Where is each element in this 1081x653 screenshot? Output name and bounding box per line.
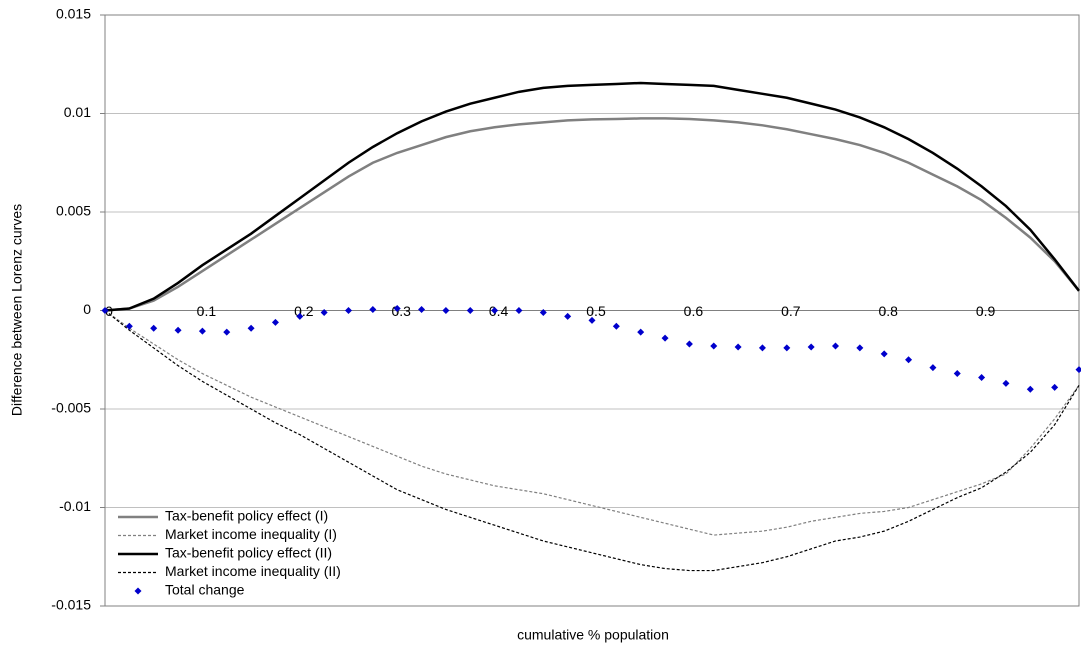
y-tick-label: -0.005 xyxy=(51,400,91,416)
y-tick-label: 0.01 xyxy=(64,104,91,120)
marker xyxy=(491,307,499,314)
marker xyxy=(832,342,839,350)
marker xyxy=(150,324,158,332)
legend-label: Tax-benefit policy effect (II) xyxy=(165,545,332,561)
marker xyxy=(320,308,328,316)
marker xyxy=(515,307,523,314)
marker xyxy=(953,370,961,378)
x-tick-label: 0.1 xyxy=(197,303,217,319)
marker xyxy=(685,340,693,348)
marker xyxy=(393,305,401,313)
marker xyxy=(1051,383,1059,391)
marker xyxy=(1002,379,1010,387)
x-tick-label: 0.5 xyxy=(586,303,606,319)
marker xyxy=(223,328,231,336)
marker xyxy=(856,344,864,352)
marker xyxy=(198,327,206,335)
marker xyxy=(296,312,304,320)
marker xyxy=(271,318,279,326)
marker xyxy=(978,373,986,381)
y-axis-title: Difference between Lorenz curves xyxy=(9,204,25,416)
marker xyxy=(905,356,913,364)
y-tick-label: 0.015 xyxy=(56,6,91,22)
marker xyxy=(929,364,937,372)
series-line xyxy=(104,117,1080,312)
series-line xyxy=(104,310,1080,572)
y-tick-label: -0.015 xyxy=(51,597,91,613)
marker xyxy=(588,316,596,324)
marker xyxy=(174,326,182,334)
legend-label: Market income inequality (II) xyxy=(165,563,341,579)
marker xyxy=(880,350,888,358)
y-tick-label: -0.01 xyxy=(59,498,91,514)
series-line xyxy=(104,310,1080,536)
marker xyxy=(807,343,815,351)
x-tick-label: 0.6 xyxy=(684,303,704,319)
x-tick-label: 0.4 xyxy=(489,303,509,319)
marker xyxy=(637,328,645,336)
marker xyxy=(125,322,133,330)
marker xyxy=(710,342,718,350)
legend-label: Market income inequality (I) xyxy=(165,526,337,542)
marker xyxy=(345,307,352,314)
marker xyxy=(758,344,766,352)
marker xyxy=(783,344,791,352)
x-tick-label: 0.3 xyxy=(391,303,411,319)
marker xyxy=(1075,366,1081,374)
marker xyxy=(564,312,572,320)
marker xyxy=(1026,385,1034,393)
marker xyxy=(369,306,377,314)
y-tick-label: 0 xyxy=(83,301,91,317)
marker xyxy=(442,307,450,314)
marker xyxy=(661,334,669,342)
legend-swatch xyxy=(134,587,142,595)
x-tick-label: 0.7 xyxy=(781,303,801,319)
marker xyxy=(101,307,109,314)
x-axis-title: cumulative % population xyxy=(517,627,669,643)
series-line xyxy=(104,81,1080,312)
marker xyxy=(466,307,474,314)
x-tick-label: 0.8 xyxy=(878,303,898,319)
marker xyxy=(734,343,742,351)
marker xyxy=(418,306,426,314)
marker xyxy=(612,322,620,330)
marker xyxy=(247,324,255,332)
legend-label: Tax-benefit policy effect (I) xyxy=(165,508,328,524)
legend-label: Total change xyxy=(165,582,245,598)
x-tick-label: 0.9 xyxy=(976,303,996,319)
y-tick-label: 0.005 xyxy=(56,203,91,219)
marker xyxy=(539,308,547,316)
